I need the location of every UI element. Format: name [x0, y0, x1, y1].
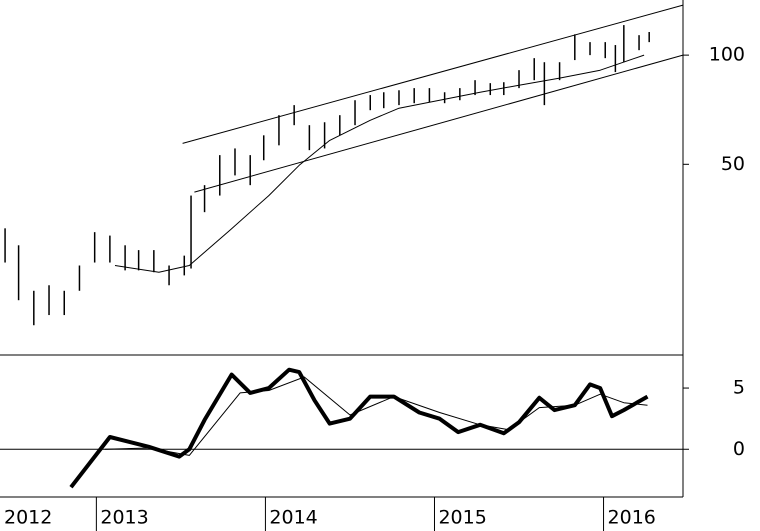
y-tick-label: 0: [733, 438, 745, 460]
moving-average: [114, 54, 645, 273]
x-tick-label: 2015: [438, 507, 486, 529]
oscillator-line: [69, 367, 649, 489]
oscillator-line: [104, 376, 648, 456]
y-tick-label: 50: [721, 153, 745, 175]
x-tick-label: 2013: [100, 507, 148, 529]
x-tick-label: 2014: [269, 507, 317, 529]
trend-line: [194, 54, 684, 193]
x-tick-label: 2012: [4, 507, 52, 529]
y-tick-label: 100: [709, 44, 745, 66]
y-tick-label: 5: [733, 377, 745, 399]
trend-line: [182, 4, 684, 144]
x-tick-label: 2016: [608, 507, 656, 529]
